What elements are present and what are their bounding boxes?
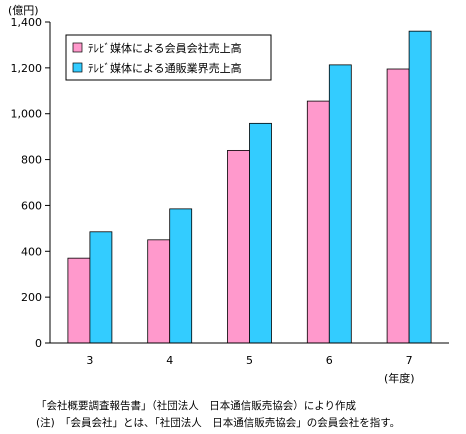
y-tick-label: 1,000 [11,108,43,121]
x-tick-label: 4 [166,354,173,367]
bar-series-1-5 [227,149,250,344]
legend-label-series-2: ﾃﾚﾋﾞ媒体による通販業界売上高 [88,61,242,75]
x-tick-label: 7 [406,354,413,367]
bar-series-2-3 [89,231,113,344]
bar-series-2-7 [408,30,432,344]
y-tick-label: 600 [21,199,42,212]
y-tick-label: 1,200 [11,62,43,75]
x-tick-label: 3 [86,354,93,367]
legend-swatch-series-1 [72,42,83,53]
x-axis-unit: (年度) [384,371,415,385]
legend-label-series-1: ﾃﾚﾋﾞ媒体による会員会社売上高 [88,41,242,55]
source-note: 「会社概要調査報告書」（社団法人 日本通信販売協会）により作成 [36,400,357,412]
legend-swatch-series-2 [72,62,83,73]
bar-series-1-4 [147,239,171,344]
annotation-note: (注) 「会員会社」とは、「社団法人 日本通信販売協会」の会員会社を指す。 [36,417,401,429]
bar-series-1-6 [306,100,330,344]
chart-notes: 「会社概要調査報告書」（社団法人 日本通信販売協会）により作成 (注) 「会員会… [36,398,400,432]
x-tick-label: 5 [246,354,253,367]
bar-series-2-4 [169,208,193,344]
legend: ﾃﾚﾋﾞ媒体による会員会社売上高 ﾃﾚﾋﾞ媒体による通販業界売上高 [65,34,272,81]
x-tick-label: 6 [326,354,333,367]
y-tick-label: 1,400 [11,16,43,29]
bar-series-1-7 [386,68,410,344]
y-tick-label: 800 [21,154,42,167]
bar-series-2-5 [249,122,272,344]
y-tick-label: 0 [35,337,42,350]
bar-series-2-6 [328,64,352,344]
y-tick-label: 400 [21,245,42,258]
bar-series-1-3 [67,257,91,344]
y-tick-label: 200 [21,291,42,304]
legend-box [65,34,272,81]
y-axis-unit: (億円) [8,4,39,17]
